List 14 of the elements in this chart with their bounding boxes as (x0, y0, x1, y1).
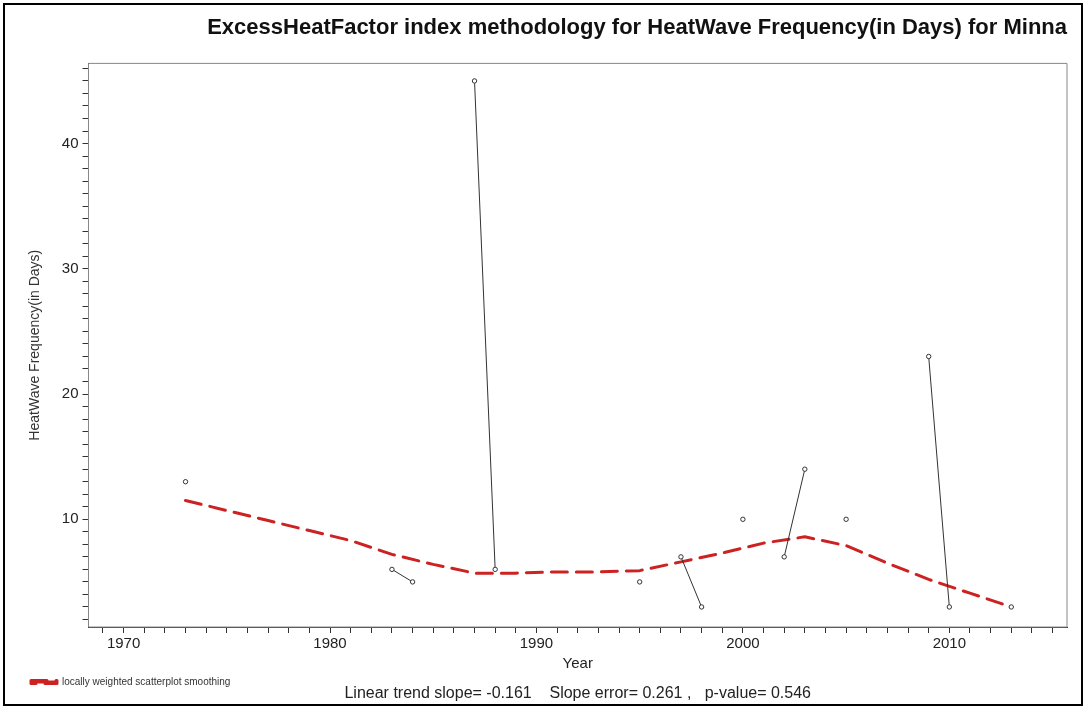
x-axis-title: Year (562, 654, 593, 672)
x-tick-label: 1980 (313, 634, 347, 652)
y-tick-label: 20 (61, 384, 79, 402)
y-tick-label: 40 (61, 133, 79, 151)
y-tick-label: 30 (61, 258, 79, 276)
x-tick-label: 2010 (932, 634, 967, 652)
y-axis-title: HeatWave Frequency(in Days) (26, 249, 43, 441)
x-tick-label: 2000 (726, 634, 760, 652)
text: Linear trend slope= -0.161 Slope error= 0.261 , p-value= 0.546 (344, 684, 811, 701)
x-tick-label: 1990 (519, 634, 554, 652)
x-tick-label: 1970 (106, 634, 141, 652)
chart-title: ExcessHeatFactor index methodology for HeatWave Frequency(in Days) for Minna (207, 14, 1068, 40)
legend-label: locally weighted scatterplot smoothing (62, 675, 231, 687)
y-tick-label: 10 (61, 509, 79, 527)
